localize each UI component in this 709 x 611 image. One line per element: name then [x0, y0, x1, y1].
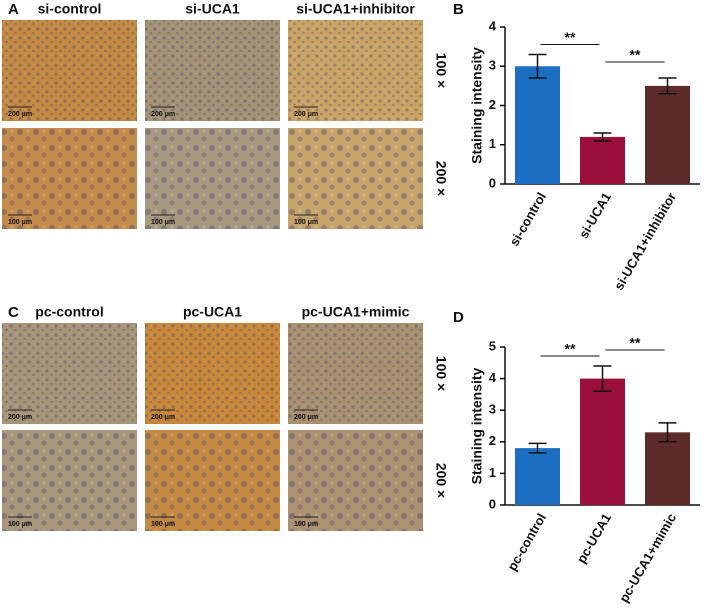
micrograph-texture: [145, 20, 280, 121]
y-tick-label: 4: [489, 18, 497, 33]
magnification: 100 ×: [433, 53, 449, 88]
micrograph-texture: [288, 20, 423, 121]
bar: [515, 448, 560, 505]
micrograph-texture: [2, 128, 137, 229]
micrograph-texture: [288, 128, 423, 229]
scale-bar-label: 200 μm: [8, 414, 32, 421]
scale-bar-label: 100 μm: [294, 219, 318, 226]
panel-label: D: [453, 309, 464, 326]
y-tick-label: 2: [489, 433, 496, 448]
y-tick-label: 4: [489, 370, 497, 385]
micrograph-texture: [2, 323, 137, 424]
y-tick-label: 3: [489, 58, 496, 73]
micrograph-texture: [145, 128, 280, 229]
scale-bar-label: 200 μm: [8, 111, 32, 118]
panel-label: B: [453, 1, 464, 18]
y-axis-label: Staining intensity: [469, 47, 485, 164]
bar: [645, 432, 690, 505]
panel-label: A: [8, 1, 19, 18]
scale-bar-label: 100 μm: [151, 219, 175, 226]
micrograph-texture: [145, 430, 280, 531]
micrograph-texture: [2, 430, 137, 531]
y-axis-label: Staining intensity: [469, 367, 485, 484]
y-tick-label: 1: [489, 465, 496, 480]
significance-label: **: [565, 29, 576, 45]
significance-label: **: [630, 335, 641, 351]
significance-label: **: [565, 341, 576, 357]
column-header: si-UCA1+inhibitor: [296, 1, 415, 17]
y-tick-label: 0: [489, 175, 496, 190]
scale-bar-label: 100 μm: [8, 219, 32, 226]
scale-bar-label: 200 μm: [294, 111, 318, 118]
x-tick-label: pc-control: [504, 511, 549, 574]
column-header: pc-UCA1: [183, 304, 242, 320]
y-tick-label: 1: [489, 136, 496, 151]
micrograph-texture: [288, 323, 423, 424]
magnification: 200 ×: [433, 463, 449, 498]
scale-bar-label: 200 μm: [151, 111, 175, 118]
column-header: pc-control: [35, 304, 103, 320]
y-tick-label: 0: [489, 496, 496, 511]
x-tick-label: pc-UCA1+mimic: [616, 511, 679, 605]
scale-bar-label: 100 μm: [8, 521, 32, 528]
column-header: si-control: [38, 1, 102, 17]
scale-bar-label: 200 μm: [151, 414, 175, 421]
significance-label: **: [630, 47, 641, 63]
micrograph-texture: [145, 323, 280, 424]
scale-bar-label: 100 μm: [151, 521, 175, 528]
magnification: 100 ×: [433, 356, 449, 391]
scale-bar-label: 200 μm: [294, 414, 318, 421]
y-tick-label: 3: [489, 402, 496, 417]
x-tick-label: si-UCA1+inhibitor: [611, 190, 679, 293]
magnification: 200 ×: [433, 161, 449, 196]
micrograph-texture: [2, 20, 137, 121]
x-tick-label: si-UCA1: [576, 190, 614, 241]
scale-bar-label: 100 μm: [294, 521, 318, 528]
column-header: si-UCA1: [185, 1, 240, 17]
panel-label: C: [8, 304, 19, 321]
y-tick-label: 5: [489, 338, 496, 353]
x-tick-label: si-control: [506, 190, 549, 249]
micrograph-texture: [288, 430, 423, 531]
y-tick-label: 2: [489, 97, 496, 112]
column-header: pc-UCA1+mimic: [302, 304, 410, 320]
bar: [645, 85, 690, 184]
bar: [580, 378, 625, 505]
bar: [515, 66, 560, 184]
x-tick-label: pc-UCA1: [574, 511, 614, 566]
bar: [580, 136, 625, 184]
